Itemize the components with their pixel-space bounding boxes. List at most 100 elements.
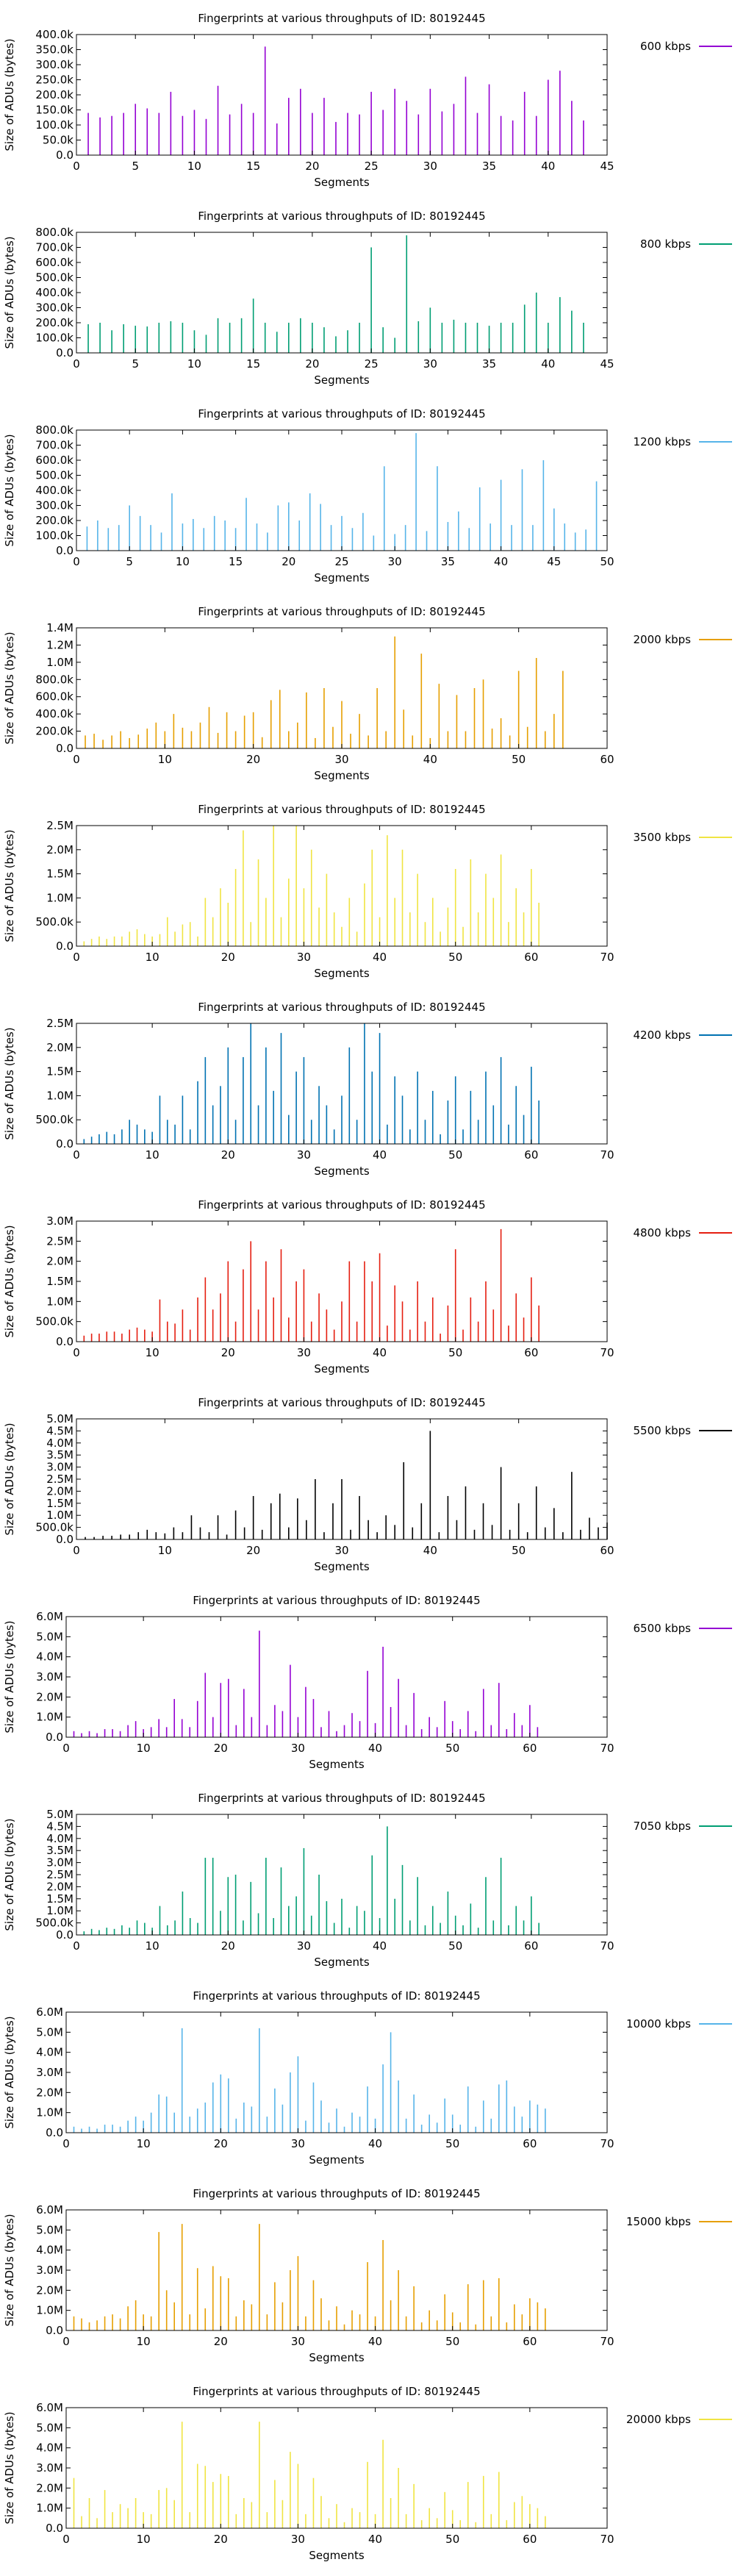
x-tick-label: 40: [423, 753, 437, 766]
y-tick-label: 0.0: [56, 742, 74, 755]
x-tick-label: 20: [214, 1742, 228, 1755]
x-tick-label: 0: [62, 2533, 70, 2546]
legend-label: 10000 kbps: [626, 2017, 691, 2031]
y-axis-label: Size of ADUs (bytes): [3, 1818, 16, 1931]
x-tick-label: 20: [221, 951, 235, 964]
y-axis-label: Size of ADUs (bytes): [3, 2016, 16, 2128]
y-tick-label: 1.0M: [46, 1904, 74, 1917]
x-tick-label: 50: [445, 2137, 459, 2150]
x-tick-label: 60: [524, 951, 538, 964]
legend-label: 4800 kbps: [634, 1226, 692, 1239]
chart-title: Fingerprints at various throughputs of I…: [198, 1792, 485, 1805]
chart-panel: Fingerprints at various throughputs of I…: [3, 2385, 732, 2562]
x-tick-label: 15: [246, 160, 260, 173]
x-tick-label: 40: [368, 2335, 382, 2348]
y-tick-label: 5.0M: [36, 2025, 63, 2039]
x-tick-label: 60: [600, 753, 614, 766]
chart-title: Fingerprints at various throughputs of I…: [193, 2187, 480, 2200]
y-tick-label: 500.0k: [35, 915, 74, 929]
x-tick-label: 10: [146, 1148, 159, 1162]
x-tick-label: 35: [441, 555, 455, 568]
y-tick-label: 0.0: [56, 1928, 74, 1942]
x-axis-label: Segments: [309, 2351, 365, 2364]
chart-panel: Fingerprints at various throughputs of I…: [3, 1792, 732, 1969]
chart-title: Fingerprints at various throughputs of I…: [198, 1198, 485, 1212]
x-tick-label: 45: [600, 357, 614, 371]
x-tick-label: 60: [523, 2335, 537, 2348]
x-tick-label: 20: [282, 555, 295, 568]
x-axis-label: Segments: [309, 2153, 365, 2167]
y-tick-label: 3.5M: [46, 1844, 74, 1857]
chart-panel: Fingerprints at various throughputs of I…: [3, 1001, 732, 1178]
y-tick-label: 2.0M: [46, 843, 74, 856]
plot-border: [76, 232, 608, 354]
x-tick-label: 60: [523, 1742, 537, 1755]
y-tick-label: 3.0M: [36, 2264, 63, 2277]
x-tick-label: 50: [512, 753, 526, 766]
y-tick-label: 2.0M: [46, 1255, 74, 1268]
y-tick-label: 2.0M: [36, 2481, 63, 2494]
legend-label: 20000 kbps: [626, 2413, 691, 2426]
chart-title: Fingerprints at various throughputs of I…: [198, 1396, 485, 1409]
x-tick-label: 15: [246, 357, 260, 371]
y-tick-label: 800.0k: [35, 673, 74, 686]
x-tick-label: 0: [73, 1544, 80, 1557]
y-tick-label: 0.0: [56, 1533, 74, 1546]
plot-border: [65, 1616, 608, 1738]
legend-label: 15000 kbps: [626, 2215, 691, 2228]
y-tick-label: 200.0k: [35, 514, 74, 527]
y-axis-label: Size of ADUs (bytes): [3, 2214, 16, 2326]
y-tick-label: 100.0k: [35, 529, 74, 543]
x-tick-label: 60: [524, 1346, 538, 1359]
x-axis-label: Segments: [314, 373, 370, 387]
x-tick-label: 20: [305, 357, 319, 371]
x-tick-label: 20: [305, 160, 319, 173]
y-tick-label: 350.0k: [35, 43, 74, 57]
x-tick-label: 40: [368, 2137, 382, 2150]
x-tick-label: 70: [600, 1939, 614, 1953]
y-tick-label: 1.5M: [46, 867, 74, 881]
x-axis-label: Segments: [314, 1560, 370, 1573]
y-tick-label: 300.0k: [35, 301, 74, 315]
y-tick-label: 4.0M: [46, 1437, 74, 1450]
x-tick-label: 40: [373, 951, 387, 964]
y-tick-label: 1.0M: [46, 656, 74, 669]
y-tick-label: 0.0: [56, 149, 74, 162]
x-tick-label: 0: [73, 1939, 80, 1953]
x-tick-label: 0: [73, 1346, 80, 1359]
x-tick-label: 10: [137, 2335, 151, 2348]
y-axis-label: Size of ADUs (bytes): [3, 632, 16, 744]
x-tick-label: 30: [297, 1148, 311, 1162]
plot-border: [76, 34, 608, 156]
x-tick-label: 70: [600, 1346, 614, 1359]
x-tick-label: 45: [547, 555, 561, 568]
x-tick-label: 50: [448, 951, 462, 964]
x-tick-label: 25: [365, 160, 379, 173]
y-tick-label: 500.0k: [35, 469, 74, 482]
y-tick-label: 400.0k: [35, 484, 74, 497]
y-tick-label: 700.0k: [35, 241, 74, 254]
y-tick-label: 0.0: [56, 1137, 74, 1151]
x-tick-label: 20: [221, 1346, 235, 1359]
y-tick-label: 3.0M: [46, 1461, 74, 1474]
y-tick-label: 1.0M: [36, 1711, 63, 1724]
y-tick-label: 4.0M: [36, 2244, 63, 2257]
y-tick-label: 3.0M: [36, 2066, 63, 2079]
y-tick-label: 3.0M: [46, 1856, 74, 1870]
y-axis-label: Size of ADUs (bytes): [3, 236, 16, 348]
y-tick-label: 0.0: [56, 346, 74, 359]
x-tick-label: 50: [445, 2533, 459, 2546]
y-tick-label: 0.0: [46, 2522, 63, 2535]
y-axis-label: Size of ADUs (bytes): [3, 434, 16, 546]
y-tick-label: 800.0k: [35, 226, 74, 239]
legend-label: 1200 kbps: [634, 435, 692, 448]
x-tick-label: 10: [158, 753, 172, 766]
x-tick-label: 40: [541, 160, 555, 173]
x-tick-label: 0: [62, 2137, 70, 2150]
legend-label: 4200 kbps: [634, 1028, 692, 1042]
x-tick-label: 20: [221, 1148, 235, 1162]
legend-label: 2000 kbps: [634, 633, 692, 646]
y-tick-label: 4.5M: [46, 1820, 74, 1833]
x-tick-label: 25: [365, 357, 379, 371]
x-tick-label: 0: [73, 951, 80, 964]
